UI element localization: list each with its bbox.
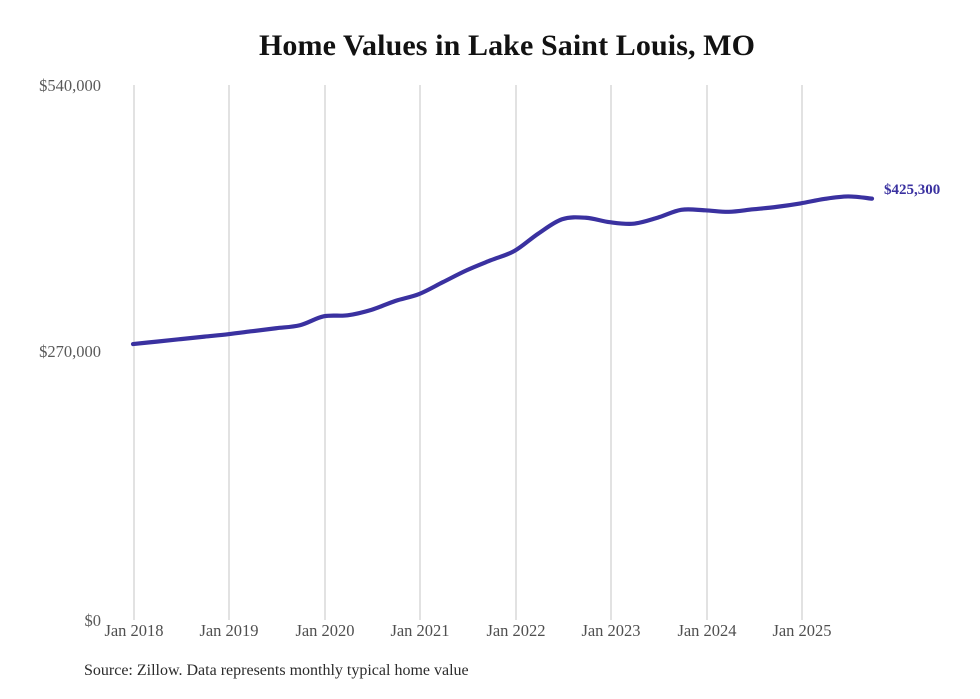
- x-axis-tick-label-jan-2022: Jan 2022: [486, 621, 546, 640]
- source-note: Source: Zillow. Data represents monthly …: [84, 662, 469, 679]
- gridlines: [133, 85, 803, 620]
- y-axis-tick-label-top: $540,000: [39, 76, 101, 95]
- x-axis-tick-label-jan-2025: Jan 2025: [772, 621, 832, 640]
- x-axis-tick-label-jan-2018: Jan 2018: [104, 621, 164, 640]
- x-axis-tick-label-jan-2023: Jan 2023: [581, 621, 641, 640]
- x-axis-tick-label-jan-2019: Jan 2019: [199, 621, 259, 640]
- x-axis-tick-label-jan-2021: Jan 2021: [390, 621, 450, 640]
- chart-title: Home Values in Lake Saint Louis, MO: [258, 29, 756, 62]
- data-line-typical-home-value: [130, 194, 875, 347]
- x-axis-tick-label-jan-2024: Jan 2024: [677, 621, 737, 640]
- x-axis-tick-label-jan-2020: Jan 2020: [295, 621, 355, 640]
- y-axis-tick-label-middle: $270,000: [39, 342, 101, 361]
- y-axis-tick-label-zero: $0: [84, 611, 102, 630]
- end-value-label: $425,300: [884, 182, 941, 198]
